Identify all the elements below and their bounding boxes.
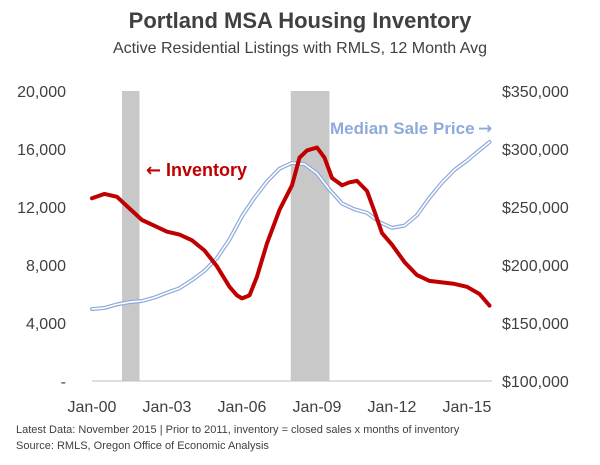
y-right-tick-label: $300,000 (502, 142, 569, 159)
y-right-tick-label: $350,000 (502, 84, 569, 101)
x-tick-label: Jan-06 (218, 399, 267, 416)
inventory-label: Inventory (166, 160, 247, 180)
chart-title: Portland MSA Housing Inventory (128, 8, 472, 33)
x-tick-label: Jan-03 (143, 399, 192, 416)
footnote-data-note: Latest Data: November 2015 | Prior to 20… (16, 424, 460, 436)
median-sale-price-label: Median Sale Price (330, 119, 475, 138)
series-line-median-sale-price-inner (91, 141, 491, 310)
series-line-inventory (90, 145, 492, 308)
y-right-tick-label: $250,000 (502, 200, 569, 217)
x-tick-label: Jan-09 (293, 399, 342, 416)
y-right-tick-label: $100,000 (502, 374, 569, 391)
x-tick-label: Jan-12 (368, 399, 417, 416)
y-left-tick-label: 4,000 (26, 316, 66, 333)
recession-band-1 (122, 91, 140, 381)
y-left-tick-label: 20,000 (17, 84, 66, 101)
inventory-arrow: ← (146, 160, 161, 181)
y-left-tick-label: - (61, 374, 66, 391)
y-right-tick-label: $200,000 (502, 258, 569, 275)
x-tick-label: Jan-00 (68, 399, 117, 416)
footnote-source: Source: RMLS, Oregon Office of Economic … (16, 440, 269, 452)
y-left-tick-label: 12,000 (17, 200, 66, 217)
chart-subtitle: Active Residential Listings with RMLS, 1… (112, 40, 488, 57)
median-sale-price-arrow: → (478, 119, 492, 139)
y-right-tick-label: $150,000 (502, 316, 569, 333)
recession-band-2 (290, 91, 330, 381)
y-left-tick-label: 8,000 (26, 258, 66, 275)
x-tick-label: Jan-15 (443, 399, 492, 416)
y-left-tick-label: 16,000 (17, 142, 66, 159)
